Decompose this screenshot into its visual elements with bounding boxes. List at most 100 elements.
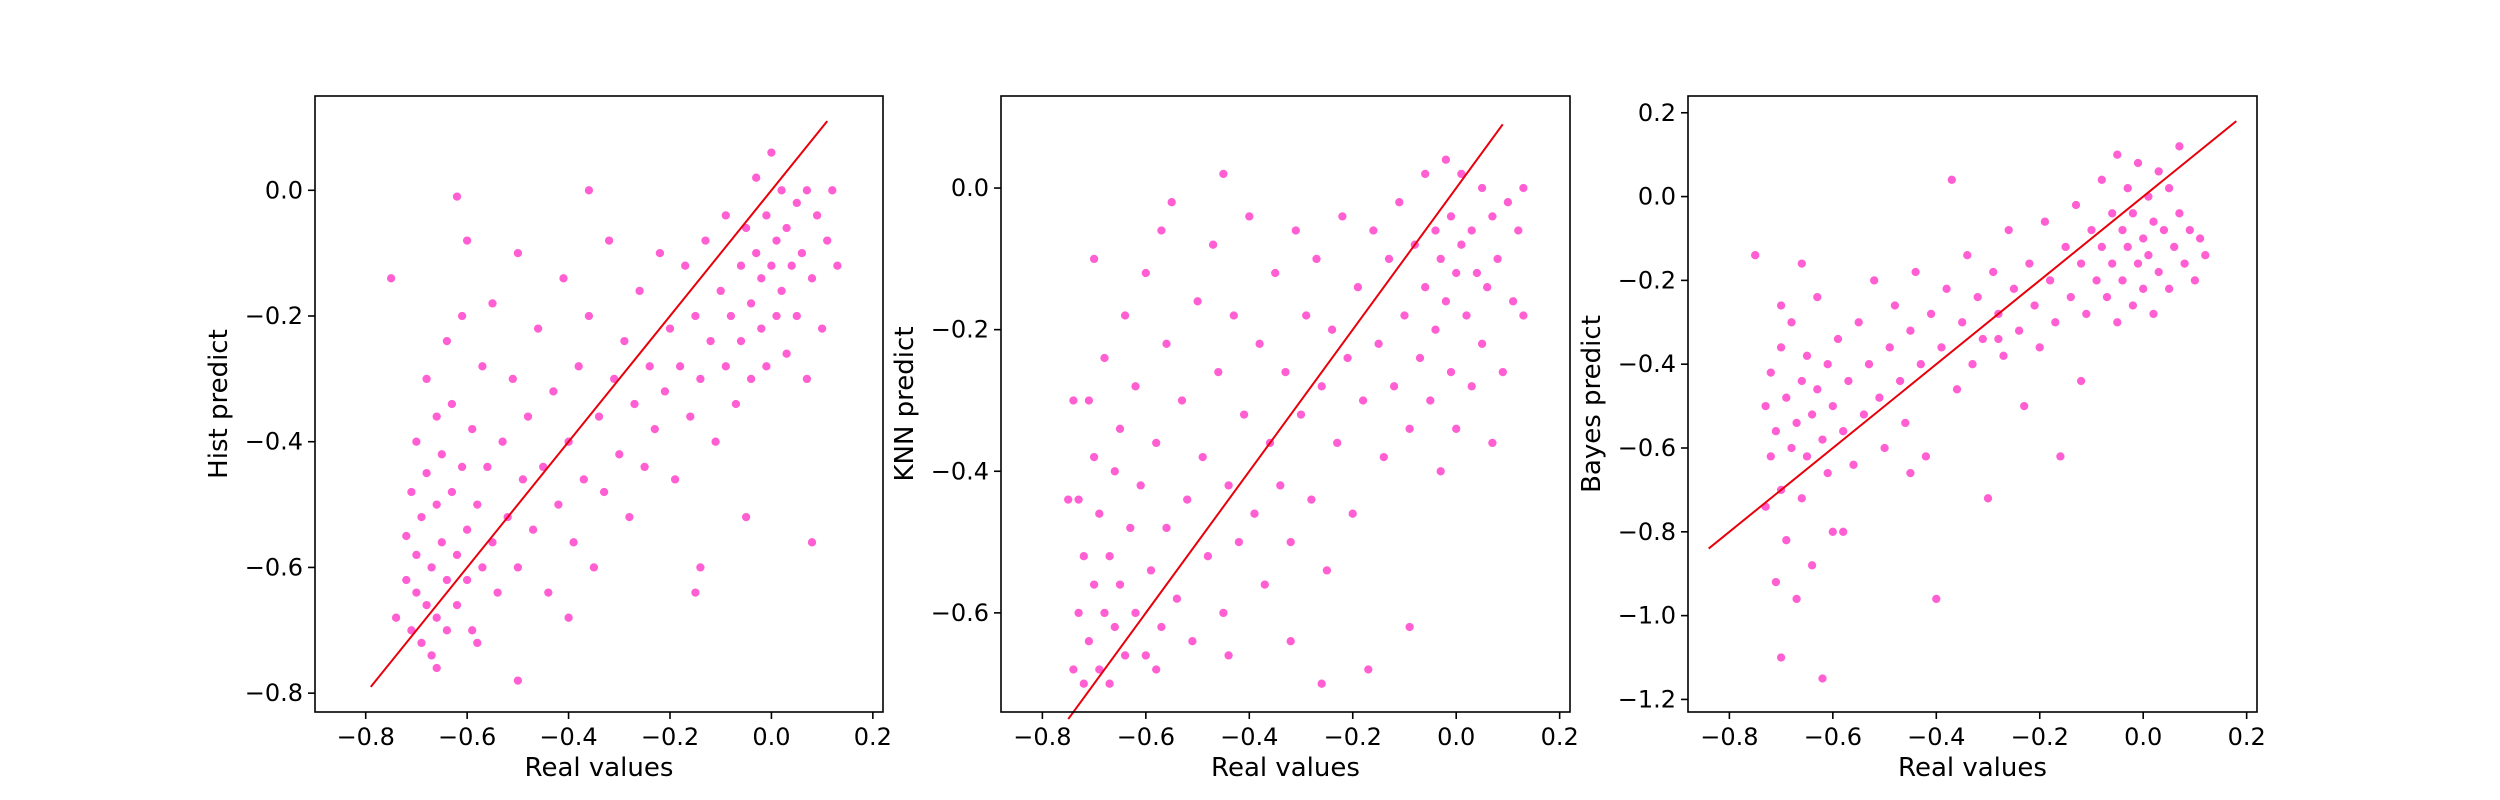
data-point — [1327, 324, 1338, 335]
data-point — [1337, 211, 1348, 222]
fit-line — [370, 120, 828, 688]
data-point — [806, 537, 818, 548]
data-point — [1513, 225, 1524, 236]
data-point — [2014, 325, 2025, 336]
data-point — [1156, 621, 1167, 633]
data-point — [421, 600, 432, 611]
data-point — [472, 499, 483, 510]
data-point — [766, 260, 777, 271]
data-point — [1078, 678, 1089, 689]
data-point — [806, 273, 818, 284]
data-point — [2107, 208, 2118, 219]
data-point — [451, 600, 463, 611]
x-tick-label: 0.0 — [2124, 723, 2162, 751]
data-point — [2117, 225, 2128, 236]
data-point — [771, 310, 782, 322]
x-tick-label: −0.8 — [1700, 723, 1758, 751]
data-point — [2050, 317, 2061, 328]
data-point — [2138, 283, 2149, 294]
data-point — [1518, 310, 1529, 321]
data-point — [1161, 522, 1172, 533]
data-point — [1915, 359, 1926, 370]
data-point — [776, 185, 787, 196]
x-tick-label: −0.2 — [641, 723, 699, 751]
data-point — [512, 675, 523, 686]
data-point — [1848, 459, 1859, 470]
x-axis-label: Real values — [1211, 753, 1360, 783]
data-point — [1187, 636, 1198, 647]
data-point — [411, 587, 422, 598]
data-point — [1254, 338, 1265, 349]
data-point — [1125, 522, 1136, 533]
data-point — [1466, 225, 1477, 236]
data-point — [1083, 636, 1094, 647]
data-point — [720, 210, 731, 221]
data-point — [1445, 211, 1457, 222]
data-point — [1435, 466, 1446, 477]
x-tick-label: −0.8 — [337, 723, 395, 751]
data-point — [436, 537, 447, 548]
data-point — [1900, 417, 1911, 428]
data-point — [457, 310, 468, 322]
y-tick-label: −0.2 — [931, 316, 989, 344]
x-tick-label: 0.2 — [1541, 723, 1579, 751]
data-point — [1089, 452, 1100, 463]
data-point — [2060, 241, 2071, 252]
y-tick-label: −0.8 — [1618, 518, 1676, 546]
y-tick-label: −0.6 — [245, 553, 303, 581]
data-point — [1135, 480, 1146, 491]
data-point — [776, 285, 787, 296]
data-point — [2091, 275, 2102, 286]
data-point — [1827, 401, 1838, 412]
data-point — [568, 537, 579, 548]
data-point — [1781, 392, 1792, 403]
data-point — [1389, 381, 1400, 392]
data-point — [1094, 508, 1105, 519]
data-point — [1171, 593, 1182, 604]
data-point — [528, 524, 539, 535]
data-point — [639, 461, 650, 472]
data-point — [431, 662, 442, 674]
scatter-panel-hist: −0.8 −0.6 −0.4 −0.2 0.0 0.2 −0.8 −0.6 −0.4 −0.2 0.… — [204, 95, 892, 783]
y-tick-label: −1.0 — [1618, 602, 1676, 630]
data-point — [801, 373, 812, 384]
data-point — [1832, 333, 1844, 345]
data-point — [2055, 451, 2066, 462]
data-point — [1791, 593, 1802, 604]
x-tick-label: 0.0 — [1437, 723, 1475, 751]
x-tick-label: −0.6 — [438, 723, 496, 751]
data-point — [1420, 282, 1431, 293]
data-point — [1208, 239, 1219, 250]
x-tick-label: −0.4 — [539, 723, 597, 751]
data-point — [1508, 296, 1519, 307]
data-point — [690, 587, 701, 598]
data-point — [2122, 183, 2133, 194]
data-point — [543, 587, 554, 598]
data-point — [2024, 258, 2035, 269]
data-point — [1280, 367, 1291, 378]
data-point — [512, 562, 523, 573]
data-point — [1399, 310, 1410, 321]
data-point — [1430, 225, 1441, 236]
data-point — [492, 587, 503, 598]
y-tick-label: −0.2 — [245, 302, 303, 330]
data-point — [416, 637, 427, 648]
data-point — [1073, 607, 1084, 618]
data-point — [1807, 409, 1818, 420]
data-point — [700, 235, 711, 246]
data-point — [1926, 308, 1937, 319]
data-point — [1863, 359, 1875, 370]
data-point — [1817, 434, 1828, 445]
data-point — [1114, 579, 1126, 590]
data-point — [2143, 250, 2154, 261]
data-point — [593, 411, 605, 422]
data-point — [2200, 250, 2211, 261]
data-point — [1801, 350, 1813, 361]
plot-frame — [1687, 95, 2258, 713]
data-point — [1430, 324, 1441, 335]
data-point — [1487, 437, 1498, 448]
data-point — [2101, 292, 2113, 303]
data-point — [558, 273, 569, 284]
data-point — [2107, 258, 2118, 269]
